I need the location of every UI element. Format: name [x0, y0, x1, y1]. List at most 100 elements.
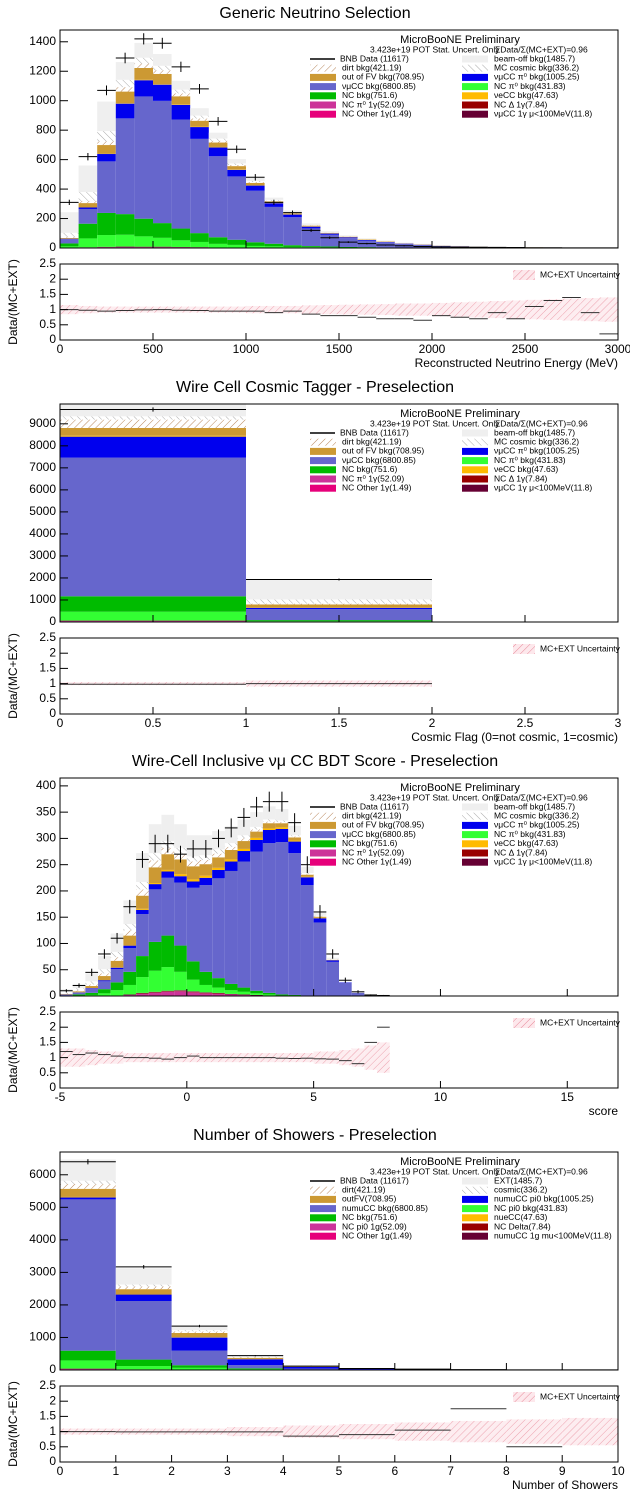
bar-segment	[208, 243, 228, 248]
bar-segment	[85, 994, 99, 996]
bar-segment	[227, 1365, 284, 1369]
bar-segment	[72, 991, 86, 993]
legend-swatch	[513, 270, 535, 280]
bar-segment	[110, 957, 124, 961]
legend-swatch	[462, 466, 488, 474]
bar-segment	[60, 1360, 116, 1369]
legend-label: NC bkg(751.6)	[342, 1212, 397, 1222]
bar-segment	[136, 914, 149, 957]
legend-label: NC bkg(751.6)	[342, 90, 397, 100]
bar-segment	[148, 860, 162, 868]
uncertainty-band	[283, 1425, 339, 1438]
legend-label: dirt bkg(421.19)	[342, 436, 402, 446]
bar-segment	[161, 854, 175, 870]
bar-segment	[72, 988, 86, 991]
y-tick-label: 200	[36, 211, 56, 225]
bar-segment	[288, 840, 301, 842]
legend-swatch	[462, 1214, 488, 1222]
legend-swatch	[310, 438, 336, 446]
bar-segment	[153, 54, 172, 66]
legend-swatch	[462, 840, 488, 848]
chart-title: Number of Showers - Preselection	[193, 1127, 437, 1144]
bar-segment	[115, 91, 135, 104]
bar-segment	[227, 1359, 284, 1366]
x-tick-label: 2	[168, 1464, 175, 1478]
y-tick-label: 1400	[29, 34, 56, 48]
bar-segment	[246, 190, 265, 243]
legend-swatch	[462, 1186, 488, 1194]
y-tick-label: 3000	[29, 548, 56, 562]
legend-label: νμCC 1γ μ<100MeV(11.8)	[494, 482, 592, 492]
legend-label: out of FV bkg(708.95)	[342, 820, 424, 830]
y-tick-label: 0	[49, 332, 56, 346]
bar-segment	[264, 203, 284, 207]
ratio-frame	[59, 1011, 619, 1089]
chart-title: Generic Neutrino Selection	[219, 5, 410, 22]
legend-swatch	[310, 840, 336, 848]
bar-segment	[190, 108, 209, 116]
bar-segment	[186, 979, 200, 992]
bar-segment	[264, 246, 284, 248]
bar-segment	[212, 849, 225, 854]
bar-segment	[134, 42, 153, 58]
legend-label: dirt bkg(421.19)	[342, 810, 402, 820]
bar-segment	[301, 246, 321, 248]
bar-segment	[60, 1159, 116, 1181]
y-axis-label: Data/(MC+EXT)	[6, 1381, 20, 1467]
uncertainty-band	[432, 302, 451, 317]
x-tick-label: 500	[143, 342, 163, 356]
x-tick-label: 0.5	[145, 716, 162, 730]
legend-label: NC π⁰ 1γ(52.09)	[342, 847, 404, 857]
chart-title: Wire Cell Cosmic Tagger - Preselection	[176, 379, 454, 396]
uncertainty-band	[562, 298, 581, 321]
legend-label: numuCC pi0 bkg(1005.25)	[494, 1194, 594, 1204]
y-tick-label: 600	[36, 152, 56, 166]
legend-label: EXT(1485.7)	[494, 1175, 542, 1185]
bar-segment	[110, 990, 124, 996]
bar-segment	[171, 1325, 228, 1331]
bar-segment	[153, 65, 172, 71]
legend-note: ΣData/Σ(MC+EXT)=0.96	[495, 792, 588, 802]
legend-label: νeCC bkg(47.63)	[494, 838, 558, 848]
bar-segment	[123, 994, 137, 996]
bar-segment	[161, 877, 175, 936]
bar-segment	[275, 808, 289, 821]
legend-swatch	[310, 73, 336, 81]
bar-segment	[326, 961, 339, 996]
bar-segment	[72, 994, 86, 996]
bar-segment	[60, 994, 73, 996]
bar-segment	[174, 990, 187, 991]
legend-label: νeCC bkg(47.63)	[494, 90, 558, 100]
bar-segment	[60, 237, 79, 239]
legend-swatch	[310, 110, 336, 118]
uncertainty-band	[376, 304, 395, 316]
bar-segment	[262, 992, 276, 995]
bar-segment	[60, 239, 79, 244]
bar-segment	[171, 1367, 228, 1370]
bar-segment	[186, 991, 200, 992]
bar-segment	[224, 859, 238, 862]
y-tick-label: 0	[49, 1454, 56, 1468]
y-tick-label: 2.5	[39, 1004, 56, 1018]
legend-swatch	[462, 484, 488, 492]
uncertainty-band	[275, 1053, 289, 1063]
uncertainty-band	[326, 1051, 339, 1064]
bar-segment	[224, 861, 238, 871]
bar-segment	[237, 987, 251, 992]
legend-swatch	[462, 475, 488, 483]
bar-segment	[275, 994, 289, 996]
bar-segment	[264, 206, 284, 244]
bar-segment	[85, 988, 99, 993]
legend-note: ΣData/Σ(MC+EXT)=0.96	[495, 44, 588, 54]
legend-label: νμCC bkg(6800.85)	[342, 81, 416, 91]
bar-segment	[134, 57, 153, 64]
bar-segment	[85, 986, 99, 989]
bar-segment	[288, 841, 301, 854]
bar-segment	[227, 244, 246, 248]
bar-segment	[227, 166, 246, 170]
bar-segment	[199, 859, 213, 865]
y-tick-label: 300	[36, 831, 56, 845]
bar-segment	[227, 164, 246, 167]
bar-segment	[237, 848, 251, 852]
bar-segment	[283, 1366, 339, 1369]
